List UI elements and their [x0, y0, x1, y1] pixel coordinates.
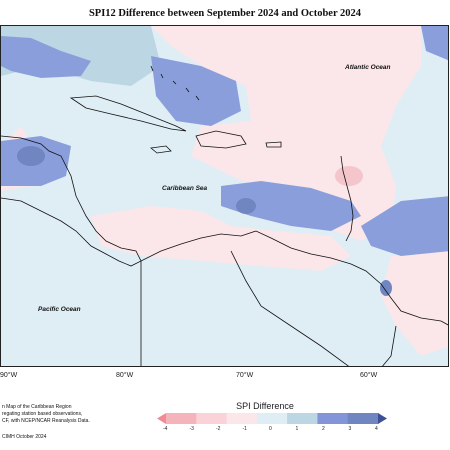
legend-tick-label: 0 — [269, 426, 272, 432]
legend-tick-label: -1 — [242, 426, 247, 432]
footnote-line-1: n Map of the Caribbean Region — [2, 404, 72, 410]
legend-swatch — [347, 413, 379, 424]
guyana-border — [382, 325, 397, 366]
legend-colorbar — [157, 413, 387, 424]
legend-swatch — [287, 413, 318, 424]
positive-anomaly-light — [1, 26, 161, 86]
venezuela-border — [230, 250, 349, 366]
legend-tick-label: -3 — [189, 426, 194, 432]
map-title: SPI12 Difference between September 2024 … — [88, 8, 362, 19]
positive-anomaly-core-west — [17, 146, 45, 166]
positive-anomaly-gulf — [1, 36, 91, 78]
pacific-ocean-label: Pacific Ocean — [38, 306, 81, 313]
legend-swatch — [157, 413, 166, 424]
coastlines — [1, 65, 448, 366]
south-america-outline — [140, 230, 448, 366]
longitude-tick-70w: 70°W — [236, 372, 254, 379]
legend-swatch — [256, 413, 288, 424]
lesser-antilles — [340, 155, 354, 242]
negative-anomaly-atlantic — [151, 26, 421, 241]
negative-anomaly-caribbean — [91, 206, 351, 271]
positive-anomaly-east — [361, 196, 448, 256]
map-panel — [0, 25, 449, 367]
puerto-rico-outline — [265, 141, 282, 148]
jamaica-outline — [150, 145, 172, 154]
footnote-line-3: CF, with NCEP/NCAR Reanalysis Data. — [2, 418, 90, 424]
legend-tick-label: -4 — [163, 426, 168, 432]
legend-tick-label: -2 — [216, 426, 221, 432]
caribbean-sea-label: Caribbean Sea — [162, 185, 208, 192]
legend-tick-label: 4 — [375, 426, 378, 432]
cuba-outline — [69, 95, 187, 132]
spi-difference-map — [1, 26, 448, 366]
positive-anomaly-bahamas — [151, 56, 241, 126]
footnote-line-2: regating station based observations, — [2, 411, 83, 417]
positive-anomaly-core-central — [236, 198, 256, 214]
negative-anomaly-south — [381, 251, 448, 356]
longitude-tick-90w: 90°W — [0, 372, 18, 379]
legend-tick-label: 3 — [348, 426, 352, 432]
credit-text: CIMH October 2024 — [2, 434, 47, 440]
central-america-outline — [1, 135, 142, 267]
legend-tick-label: 2 — [322, 426, 325, 432]
legend-swatch — [317, 413, 349, 424]
positive-anomaly-core-south — [380, 280, 392, 296]
legend-swatch — [196, 413, 228, 424]
legend-swatch — [226, 413, 258, 424]
legend-tick-label: 1 — [295, 426, 299, 432]
positive-anomaly-central-carib — [221, 181, 361, 231]
positive-anomaly-northeast — [421, 26, 448, 61]
longitude-tick-80w: 80°W — [116, 372, 134, 379]
atlantic-ocean-label: Atlantic Ocean — [345, 64, 391, 71]
legend-swatch — [378, 413, 387, 424]
legend-title: SPI Difference — [236, 401, 294, 411]
hispaniola-outline — [195, 130, 247, 149]
bahamas-islands — [150, 65, 200, 101]
longitude-tick-60w: 60°W — [360, 372, 378, 379]
negative-anomaly-spot — [335, 166, 363, 186]
legend-swatch — [166, 413, 197, 424]
